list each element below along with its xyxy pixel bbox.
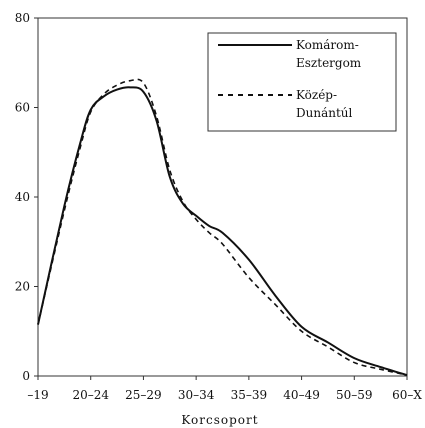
x-tick-label: 50–59 (336, 388, 373, 402)
x-tick-label: 40–49 (283, 388, 320, 402)
y-tick-label: 80 (15, 11, 30, 25)
series-line-komarom-esztergom (37, 86, 408, 377)
series-layer (37, 78, 408, 377)
x-axis-title: Korcsoport (181, 413, 258, 427)
y-axis: 0 20 40 60 80 (15, 11, 38, 383)
y-tick-label: 0 (22, 369, 30, 383)
x-axis: –19 20–24 25–29 30–34 35–39 40–49 50–59 60–X (27, 376, 422, 402)
x-tick-label: 30–34 (178, 388, 215, 402)
x-tick-label: 35–39 (231, 388, 268, 402)
series-line-kozep-dunantul (37, 78, 408, 376)
x-tick-label: 25–29 (125, 388, 162, 402)
legend: Komárom- Esztergom Közép- Dunántúl (207, 32, 397, 132)
legend-label-komarom-line1: Komárom- (296, 38, 359, 52)
x-tick-label: –19 (27, 388, 48, 402)
y-tick-label: 20 (15, 280, 30, 294)
y-tick-label: 60 (15, 101, 30, 115)
legend-label-kozep-line2: Dunántúl (296, 106, 353, 120)
legend-box (207, 32, 397, 132)
x-tick-label: 60–X (392, 388, 422, 402)
legend-label-komarom-line2: Esztergom (296, 56, 362, 70)
x-tick-label: 20–24 (72, 388, 109, 402)
y-tick-label: 40 (15, 190, 30, 204)
legend-label-kozep-line1: Közép- (296, 88, 337, 102)
